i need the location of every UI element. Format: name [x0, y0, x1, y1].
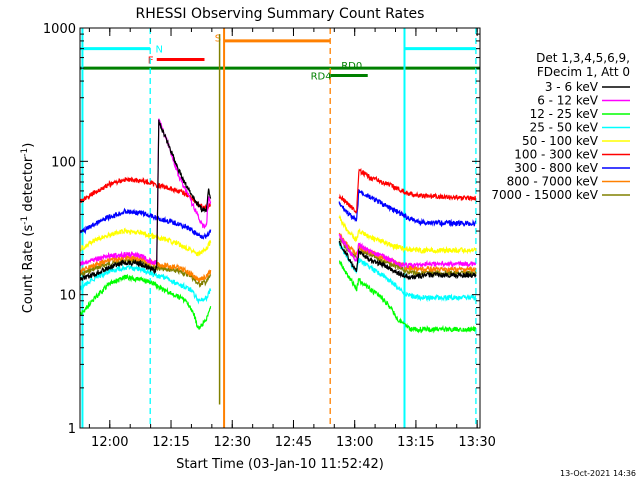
y-label-sup1: -1	[20, 216, 30, 225]
legend-label-6-12-kev: 6 - 12 keV	[537, 94, 599, 108]
x-tick-label: 13:30	[458, 435, 495, 450]
y-tick-label: 1000	[43, 22, 76, 37]
x-tick-label: 13:00	[336, 435, 373, 450]
generation-date: 13-Oct-2021 14:36	[560, 469, 636, 478]
series-line-6-12-kev-b	[338, 234, 477, 269]
series-6-12-kev	[79, 118, 477, 269]
x-axis: 12:00 12:15 12:30 12:45 13:00 13:15 13:30	[88, 28, 496, 450]
series-layer	[79, 118, 477, 334]
series-line-800-7000-kev-a	[79, 254, 212, 284]
legend-header-detectors: Det 1,3,4,5,6,9,	[536, 51, 630, 65]
legend-label-50-100-kev: 50 - 100 keV	[522, 134, 599, 148]
series-line-6-12-kev-a	[79, 118, 212, 267]
series-300-800-kev	[79, 188, 477, 240]
y-label-end: )	[21, 143, 36, 148]
series-line-300-800-kev-a	[79, 207, 212, 240]
x-tick-label: 12:30	[214, 435, 251, 450]
x-tick-label: 12:00	[91, 435, 128, 450]
series-3-6-kev	[79, 119, 477, 282]
plot-frame	[79, 27, 481, 429]
series-12-25-kev	[79, 260, 477, 334]
time-markers-layer	[81, 28, 477, 428]
legend: Det 1,3,4,5,6,9, FDecim 1, Att 0 3 - 6 k…	[491, 51, 630, 202]
series-line-50-100-kev-b	[338, 214, 477, 255]
series-50-100-kev	[79, 214, 477, 257]
flag-label-rd4-5: RD4	[311, 72, 332, 83]
legend-label-3-6-kev: 3 - 6 keV	[545, 80, 599, 94]
legend-header-decimation: FDecim 1, Att 0	[537, 65, 630, 79]
y-axis-label: Count Rate (s-1 detector-1)	[20, 143, 36, 314]
series-line-3-6-kev-b	[338, 240, 477, 281]
flag-label-n-0: N	[156, 45, 163, 56]
flag-label-rd0-4: RD0	[341, 61, 362, 72]
legend-label-300-800-kev: 300 - 800 keV	[514, 161, 598, 175]
y-label-sup2: -1	[20, 148, 30, 157]
x-tick-label: 12:15	[152, 435, 189, 450]
legend-label-12-25-kev: 12 - 25 keV	[530, 107, 599, 121]
x-tick-label: 12:45	[275, 435, 312, 450]
y-tick-label: 100	[51, 155, 76, 170]
y-tick-label: 1	[68, 422, 76, 437]
series-line-12-25-kev-b	[338, 260, 477, 334]
y-label-main: Count Rate (s	[21, 225, 36, 314]
series-line-3-6-kev-a	[79, 119, 212, 282]
legend-label-7000-15000-kev: 7000 - 15000 keV	[491, 188, 598, 202]
x-axis-label: Start Time (03-Jan-10 11:52:42)	[176, 457, 384, 472]
x-tick-label: 13:15	[397, 435, 434, 450]
y-label-mid: detector	[21, 156, 36, 216]
observing-flags-layer: NFSRD0RD4	[80, 33, 480, 83]
series-line-12-25-kev-a	[79, 273, 212, 330]
flag-label-s-3: S	[215, 33, 221, 44]
y-axis: 1 10 100 1000	[43, 22, 480, 437]
legend-label-100-300-kev: 100 - 300 keV	[514, 148, 598, 162]
series-line-50-100-kev-a	[79, 227, 212, 257]
series-line-100-300-kev-b	[338, 167, 477, 214]
series-line-25-50-kev-b	[338, 242, 477, 303]
legend-label-800-7000-kev: 800 - 7000 keV	[507, 175, 599, 189]
series-line-300-800-kev-b	[338, 188, 477, 228]
chart-title: RHESSI Observing Summary Count Rates	[136, 6, 425, 22]
y-tick-label: 10	[59, 289, 76, 304]
legend-label-25-50-kev: 25 - 50 keV	[530, 121, 599, 135]
